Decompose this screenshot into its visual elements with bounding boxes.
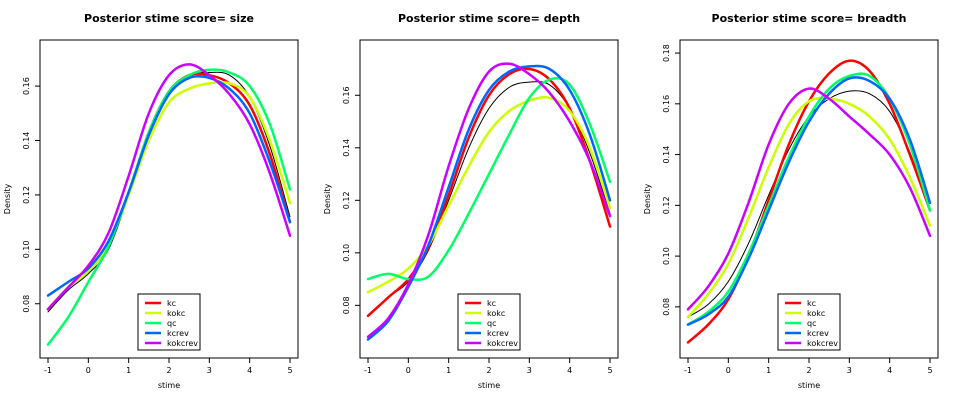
legend-label: qc [167, 319, 176, 328]
legend-label: kc [487, 299, 496, 308]
x-axis-label: stime [478, 381, 500, 390]
x-tick-label: 0 [86, 366, 91, 375]
y-tick-label: 0.14 [662, 146, 671, 164]
y-tick-label: 0.14 [342, 139, 351, 157]
y-tick-label: 0.08 [342, 296, 351, 314]
series-line-reference [687, 90, 931, 318]
panel-title: Posterior stime score= breadth [712, 12, 907, 25]
panel-title: Posterior stime score= size [84, 12, 254, 25]
legend-label: kokc [807, 309, 825, 318]
x-tick-label: 4 [887, 366, 892, 375]
y-tick-label: 0.14 [22, 132, 31, 150]
legend-label: kokcrev [807, 339, 838, 348]
x-tick-label: 2 [486, 366, 491, 375]
x-tick-label: 3 [847, 366, 852, 375]
y-tick-label: 0.10 [342, 244, 351, 262]
y-tick-label: 0.16 [22, 77, 31, 95]
legend-label: kc [167, 299, 176, 308]
series-line-kokcrev [46, 63, 292, 311]
legend-label: kokcrev [167, 339, 198, 348]
panel-title: Posterior stime score= depth [398, 12, 580, 25]
series-line-kcrev [686, 76, 932, 326]
x-tick-label: -1 [684, 366, 692, 375]
series-line-kokc [686, 97, 932, 319]
x-tick-label: 0 [406, 366, 411, 375]
y-tick-label: 0.18 [662, 44, 671, 62]
legend-label: kokcrev [487, 339, 518, 348]
x-tick-label: 0 [726, 366, 731, 375]
legend-label: qc [487, 319, 496, 328]
series-line-qc [46, 68, 292, 346]
x-tick-label: 5 [927, 366, 932, 375]
series-line-kokc [366, 96, 612, 294]
series-line-kokcrev [366, 62, 612, 339]
y-tick-label: 0.10 [22, 240, 31, 258]
legend-label: qc [807, 319, 816, 328]
y-tick-label: 0.12 [662, 196, 671, 214]
x-tick-label: 5 [287, 366, 292, 375]
x-tick-label: 4 [247, 366, 252, 375]
chart-panel-2: Posterior stime score= depth -1 0 1 2 3 4 5 0.08… [323, 12, 619, 390]
x-tick-label: 2 [166, 366, 171, 375]
y-tick-label: 0.10 [662, 247, 671, 265]
chart-panel-3: Posterior stime score= breadth -1 0 1 2 3 4 5 0.… [643, 12, 939, 390]
y-tick-label: 0.08 [22, 295, 31, 313]
x-tick-label: 1 [126, 366, 131, 375]
legend-label: kcrev [487, 329, 509, 338]
legend-label: kcrev [807, 329, 829, 338]
x-tick-label: -1 [44, 366, 52, 375]
y-axis-label: Density [323, 184, 332, 215]
x-tick-label: -1 [364, 366, 372, 375]
x-tick-label: 1 [446, 366, 451, 375]
series-line-kokcrev [686, 87, 932, 311]
y-tick-label: 0.16 [662, 95, 671, 113]
y-tick-label: 0.08 [662, 298, 671, 316]
series-line-qc [366, 76, 612, 281]
legend-label: kcrev [167, 329, 189, 338]
legend-label: kokc [167, 309, 185, 318]
x-tick-label: 3 [207, 366, 212, 375]
x-tick-label: 5 [607, 366, 612, 375]
x-axis-label: stime [158, 381, 180, 390]
y-tick-label: 0.12 [342, 191, 351, 209]
x-tick-label: 1 [766, 366, 771, 375]
x-tick-label: 3 [527, 366, 532, 375]
y-tick-label: 0.16 [342, 86, 351, 104]
series-line-kokc [46, 80, 292, 311]
legend-label: kokc [487, 309, 505, 318]
x-axis-label: stime [798, 381, 820, 390]
x-tick-label: 2 [806, 366, 811, 375]
chart-panel-1: Posterior stime score= size -1 0 1 2 3 4 5 0.08 0… [3, 12, 299, 390]
x-tick-label: 4 [567, 366, 572, 375]
y-tick-label: 0.12 [22, 186, 31, 204]
legend-label: kc [807, 299, 816, 308]
y-axis-label: Density [3, 184, 12, 215]
y-axis-label: Density [643, 184, 652, 215]
series-line-kcrev [46, 74, 292, 297]
